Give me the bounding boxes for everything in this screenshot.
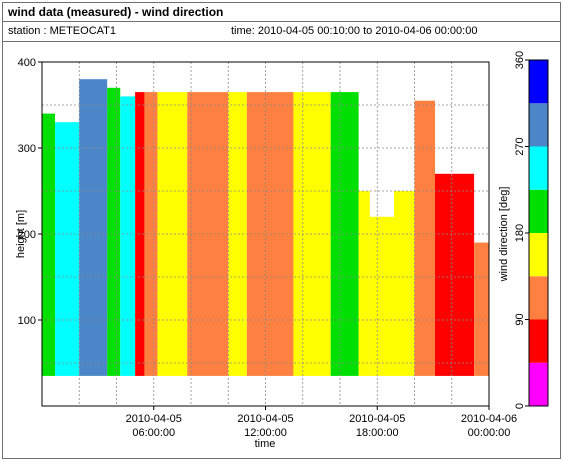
heatmap-cell: [120, 96, 136, 376]
heatmap-cell: [434, 173, 475, 376]
x-tick-date: 2010-04-05: [349, 413, 405, 425]
colorbar-bin: [529, 233, 548, 277]
colorbar-tick-label: 270: [514, 137, 526, 155]
heatmap-cell: [414, 100, 435, 376]
y-tick-label: 400: [18, 57, 36, 69]
colorbar-bin: [529, 103, 548, 147]
colorbar-bin: [529, 276, 548, 320]
station-label: station : METEOCAT1: [8, 25, 116, 37]
colorbar-label: wind direction [deg]: [498, 187, 510, 283]
colorbar-bin: [529, 146, 548, 190]
y-axis: 100 200 300 400: [18, 57, 42, 327]
grid-lines: [42, 62, 489, 406]
heatmap-cell: [79, 79, 108, 376]
x-tick-date: 2010-04-05: [237, 413, 293, 425]
chart-title: wind data (measured) - wind direction: [3, 3, 560, 22]
heatmap-cell: [394, 191, 415, 376]
heatmap-cell: [474, 242, 489, 376]
header-separator: [3, 41, 560, 42]
x-axis-label: time: [255, 438, 276, 450]
x-tick-time: 06:00:00: [132, 427, 175, 439]
colorbar-axis: 0 90 180 270 360: [514, 51, 529, 409]
colorbar-tick-label: 90: [514, 313, 526, 325]
heatmap-cell: [369, 216, 395, 376]
colorbar-bin: [529, 362, 548, 406]
heatmap-cell: [55, 122, 80, 376]
y-tick-label: 300: [18, 143, 36, 155]
colorbar-tick-label: 0: [514, 403, 526, 409]
x-tick-date: 2010-04-06: [461, 413, 517, 425]
x-tick-date: 2010-04-05: [126, 413, 182, 425]
y-tick-label: 100: [18, 315, 36, 327]
y-axis-label: height [m]: [15, 210, 27, 258]
colorbar-tick-label: 180: [514, 224, 526, 242]
colorbar-bin: [529, 189, 548, 233]
x-axis: 2010-04-05 06:00:00 2010-04-05 12:00:00 2010…: [126, 406, 517, 439]
time-range-label: time: 2010-04-05 00:10:00 to 2010-04-06 …: [231, 25, 478, 37]
colorbar: [528, 59, 549, 407]
heatmap-cell: [42, 113, 56, 376]
x-tick-time: 18:00:00: [356, 427, 399, 439]
colorbar-bin: [529, 60, 548, 104]
heatmap-cell: [358, 191, 370, 376]
colorbar-bin: [529, 319, 548, 363]
heatmap-cell: [107, 87, 121, 376]
y-tick-label: 200: [18, 229, 36, 241]
colorbar-tick-label: 360: [514, 51, 526, 69]
heatmap-cell: [228, 92, 247, 376]
x-tick-time: 00:00:00: [468, 427, 511, 439]
x-tick-time: 12:00:00: [244, 427, 287, 439]
